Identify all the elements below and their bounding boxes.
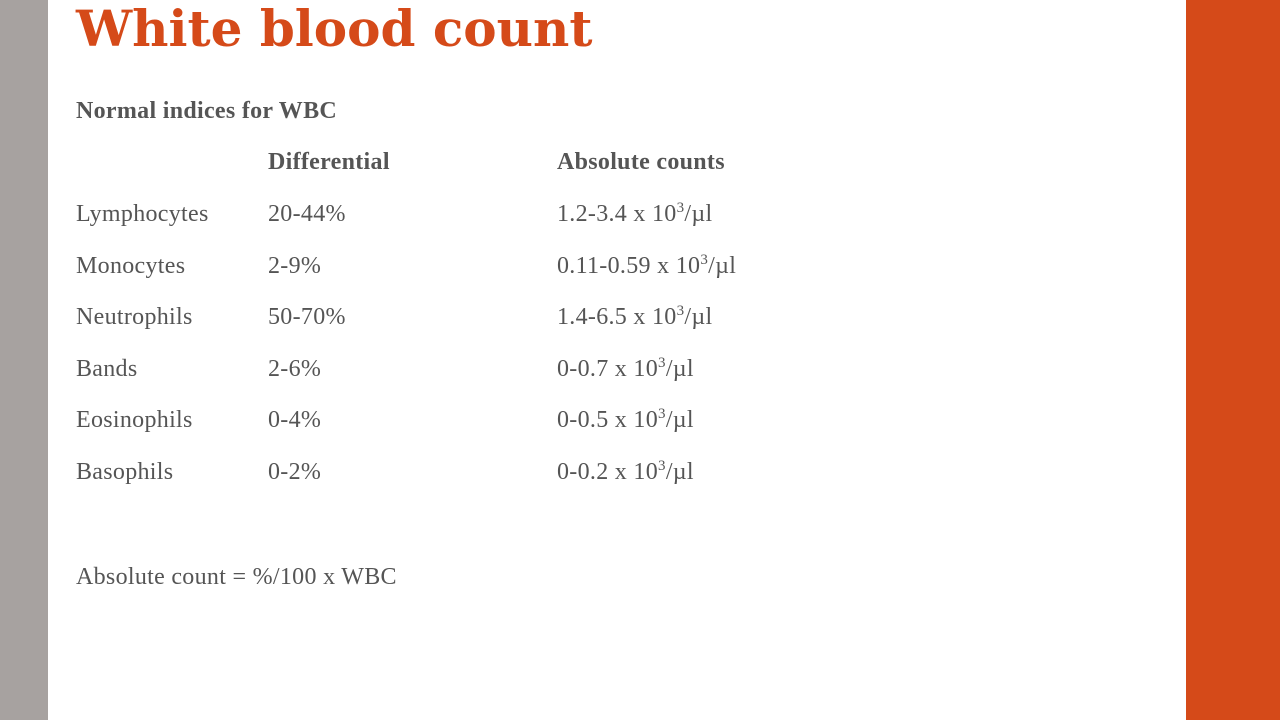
cell-differential: 2-6% [268,355,322,382]
absolute-count-value: 1.2-3.4 [557,201,628,227]
table-row: Bands 2-6% 0-0.7 x 103/µl [76,354,876,384]
left-side-bar [0,0,48,720]
unit-suffix: /µl [684,201,713,227]
table-row: Basophils 0-2% 0-0.2 x 103/µl [76,457,876,487]
unit-prefix: x 10 [608,407,658,433]
cell-absolute-count: 1.2-3.4 x 103/µl [557,199,712,229]
cell-absolute-count: 0.11-0.59 x 103/µl [557,251,736,281]
unit-suffix: /µl [665,458,694,485]
cell-absolute-count: 0-0.5 x 103/µl [557,405,694,435]
table-row: Neutrophils 50-70% 1.4-6.5 x 103/µl [76,302,876,332]
unit-exponent: 3 [676,303,685,319]
cell-cell-type: Bands [76,355,138,382]
absolute-count-value: 0-0.5 [557,407,609,433]
table-header-row: Differential Absolute counts [76,147,876,177]
unit-prefix: x 10 [608,458,658,485]
cell-differential: 50-70% [268,304,346,330]
slide-subtitle: Normal indices for WBC [76,98,338,124]
absolute-count-formula: Absolute count = %/100 x WBC [76,564,397,590]
absolute-count-value: 0.11-0.59 [557,252,651,279]
unit-prefix: x 10 [650,252,701,279]
unit-prefix: x 10 [627,201,677,227]
cell-absolute-count: 1.4-6.5 x 103/µl [557,302,712,332]
unit-exponent: 3 [700,251,709,268]
table-row: Eosinophils 0-4% 0-0.5 x 103/µl [76,405,876,435]
absolute-count-value: 1.4-6.5 [557,304,628,330]
cell-absolute-count: 0-0.7 x 103/µl [557,354,694,384]
absolute-count-value: 0-0.7 [557,355,609,382]
unit-suffix: /µl [665,407,694,433]
unit-exponent: 3 [658,457,666,474]
cell-cell-type: Neutrophils [76,304,193,330]
cell-absolute-count: 0-0.2 x 103/µl [557,457,694,487]
unit-suffix: /µl [665,355,694,382]
header-cell-absolute-counts: Absolute counts [557,149,725,175]
table-row: Monocytes 2-9% 0.11-0.59 x 103/µl [76,251,876,281]
cell-cell-type: Basophils [76,458,174,485]
unit-exponent: 3 [658,354,666,371]
unit-prefix: x 10 [627,304,677,330]
unit-suffix: /µl [708,252,737,279]
header-cell-differential: Differential [268,149,390,175]
cell-differential: 20-44% [268,201,346,227]
cell-differential: 0-4% [268,407,322,433]
cell-cell-type: Lymphocytes [76,201,209,227]
right-accent-bar [1186,0,1280,720]
cell-cell-type: Eosinophils [76,407,193,433]
unit-exponent: 3 [658,406,666,422]
cell-differential: 2-9% [268,252,322,279]
cell-cell-type: Monocytes [76,252,186,279]
slide-title: White blood count [76,0,593,58]
unit-prefix: x 10 [608,355,658,382]
unit-exponent: 3 [676,200,685,216]
cell-differential: 0-2% [268,458,322,485]
absolute-count-value: 0-0.2 [557,458,609,485]
unit-suffix: /µl [684,304,713,330]
table-row: Lymphocytes 20-44% 1.2-3.4 x 103/µl [76,199,876,229]
